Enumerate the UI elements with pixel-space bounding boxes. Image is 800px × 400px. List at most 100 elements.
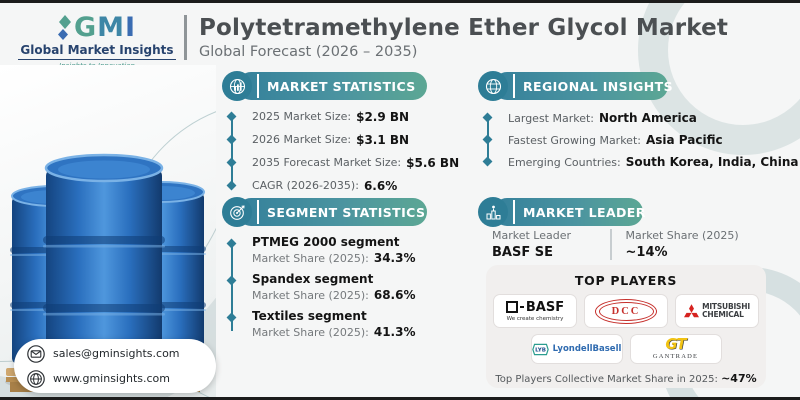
envelope-icon [27, 344, 45, 363]
page-subtitle: Global Forecast (2026 – 2035) [199, 44, 418, 60]
list-item: Emerging Countries: South Korea, India, … [508, 151, 798, 173]
market-share-value: ~14% [625, 245, 668, 260]
segment-share-label: Market Share (2025): [252, 251, 369, 265]
segment-share-label: Market Share (2025): [252, 288, 369, 302]
segment-share: Market Share (2025): 68.6% [252, 288, 415, 302]
region-value: Asia Pacific [645, 133, 723, 147]
region-label: Largest Market: [508, 111, 595, 125]
list-item: 2025 Market Size: $2.9 BN [252, 105, 459, 128]
list-item: PTMEG 2000 segment Market Share (2025): 3… [252, 231, 415, 268]
section-regional-insights-header: REGIONAL INSIGHTS [478, 71, 673, 101]
globe-icon [27, 369, 45, 388]
page-title: Polytetramethylene Ether Glycol Market [199, 15, 729, 41]
gmi-diamond-icon [57, 15, 71, 40]
svg-text:LYB: LYB [535, 347, 546, 353]
segment-share-value: 68.6% [373, 287, 416, 302]
list-item: 2035 Forecast Market Size: $5.6 BN [252, 151, 459, 174]
mitsubishi-line1: MITSUBISHI [702, 302, 750, 312]
list-item: CAGR (2026-2035): 6.6% [252, 174, 459, 197]
top-players-row-1: BASF We create chemistry DCC [486, 294, 766, 328]
segment-share: Market Share (2025): 34.3% [252, 251, 415, 265]
basf-square-icon [505, 301, 518, 313]
regional-insights-heading: REGIONAL INSIGHTS [523, 78, 673, 94]
market-leader-value: BASF SE [492, 245, 553, 260]
section-header-separator [257, 74, 259, 98]
basf-tagline: We create chemistry [506, 315, 564, 322]
region-label: Fastest Growing Market: [508, 133, 641, 147]
list-item: Fastest Growing Market: Asia Pacific [508, 129, 798, 151]
gmi-wordmark: GMI [73, 12, 137, 43]
contact-website[interactable]: www.gminsights.com [27, 369, 216, 388]
dcc-oval-icon: DCC [595, 298, 657, 324]
segment-share: Market Share (2025): 41.3% [252, 325, 415, 339]
stat-value: 6.6% [363, 178, 398, 193]
stat-label: 2035 Forecast Market Size: [252, 156, 402, 169]
segment-statistics-icon-circle [222, 197, 252, 227]
top-players-panel: TOP PLAYERS BASF We create chemistry DCC [486, 265, 766, 388]
section-header-pill [237, 198, 427, 226]
market-leader-label: Market Leader [492, 229, 572, 242]
stat-value: $3.1 BN [356, 132, 410, 147]
regional-insights-list: Largest Market: North America Fastest Gr… [480, 107, 798, 173]
mitsubishi-diamonds-icon [684, 304, 700, 318]
market-leader-cell: Market Leader BASF SE [492, 229, 610, 260]
list-item: Largest Market: North America [508, 107, 798, 129]
stat-value: $5.6 BN [406, 155, 460, 170]
market-statistics-heading: MARKET STATISTICS [267, 78, 416, 94]
top-players-footer-value: ~47% [721, 372, 757, 385]
mitsubishi-chemical-logo: MITSUBISHI CHEMICAL [675, 294, 759, 328]
market-share-cell: Market Share (2025) ~14% [612, 229, 773, 260]
segment-share-value: 41.3% [373, 324, 416, 339]
stat-label: 2025 Market Size: [252, 110, 352, 123]
regional-insights-icon-circle [478, 71, 508, 101]
top-players-row-2: LYB LyondellBasell GT GANTRADE [486, 334, 766, 364]
brand-logo: GMI Global Market Insights Insights to I… [18, 11, 176, 70]
market-leader-icon-circle [478, 197, 508, 227]
lyondellbasell-name: LyondellBasell [552, 344, 622, 354]
basf-logo: BASF We create chemistry [493, 294, 577, 328]
title-block: Polytetramethylene Ether Glycol Market G… [184, 15, 728, 60]
top-players-footer: Top Players Collective Market Share in 2… [486, 372, 766, 385]
gantrade-logo: GT GANTRADE [629, 334, 722, 364]
globe-icon [485, 78, 501, 94]
section-header-separator [257, 200, 259, 224]
lyondellbasell-logo: LYB LyondellBasell [530, 334, 623, 364]
lyb-hexagon-icon: LYB [531, 343, 549, 355]
market-leader-heading: MARKET LEADER [523, 204, 646, 220]
section-market-leader-header: MARKET LEADER [478, 197, 646, 227]
list-item: Spandex segment Market Share (2025): 68.6… [252, 268, 415, 305]
region-value: North America [599, 111, 697, 125]
market-share-label: Market Share (2025) [625, 229, 739, 242]
basf-name: BASF [525, 299, 565, 315]
segment-share-value: 34.3% [373, 250, 416, 265]
market-statistics-list: 2025 Market Size: $2.9 BN 2026 Market Si… [224, 105, 459, 197]
mitsubishi-line2: CHEMICAL [702, 310, 744, 319]
segment-title: Textiles segment [252, 308, 367, 323]
section-market-statistics-header: MARKET STATISTICS [222, 71, 427, 101]
contact-email-text: sales@gminsights.com [53, 347, 180, 360]
segment-statistics-list: PTMEG 2000 segment Market Share (2025): 3… [224, 231, 415, 342]
market-statistics-icon-circle [222, 71, 252, 101]
market-leader-info: Market Leader BASF SE Market Share (2025… [492, 229, 772, 260]
section-header-pill [493, 72, 668, 100]
contact-website-text: www.gminsights.com [53, 372, 170, 385]
region-value: South Korea, India, China [625, 155, 799, 169]
contact-card: sales@gminsights.com www.gminsights.com [14, 339, 216, 393]
section-segment-statistics-header: SEGMENT STATISTICS [222, 197, 427, 227]
target-icon [229, 204, 245, 220]
segment-title: PTMEG 2000 segment [252, 234, 400, 249]
top-players-heading: TOP PLAYERS [574, 273, 678, 288]
contact-email[interactable]: sales@gminsights.com [27, 344, 216, 363]
section-header-separator [513, 74, 515, 98]
stat-label: 2026 Market Size: [252, 133, 352, 146]
region-label: Emerging Countries: [508, 155, 621, 169]
section-header-pill [493, 198, 643, 226]
dcc-name: DCC [598, 301, 654, 321]
section-header-pill [237, 72, 427, 100]
section-header-separator [513, 200, 515, 224]
gmi-logo-mark: GMI [18, 11, 176, 41]
stat-value: $2.9 BN [356, 109, 410, 124]
segment-share-label: Market Share (2025): [252, 325, 369, 339]
stat-label: CAGR (2026-2035): [252, 179, 359, 192]
